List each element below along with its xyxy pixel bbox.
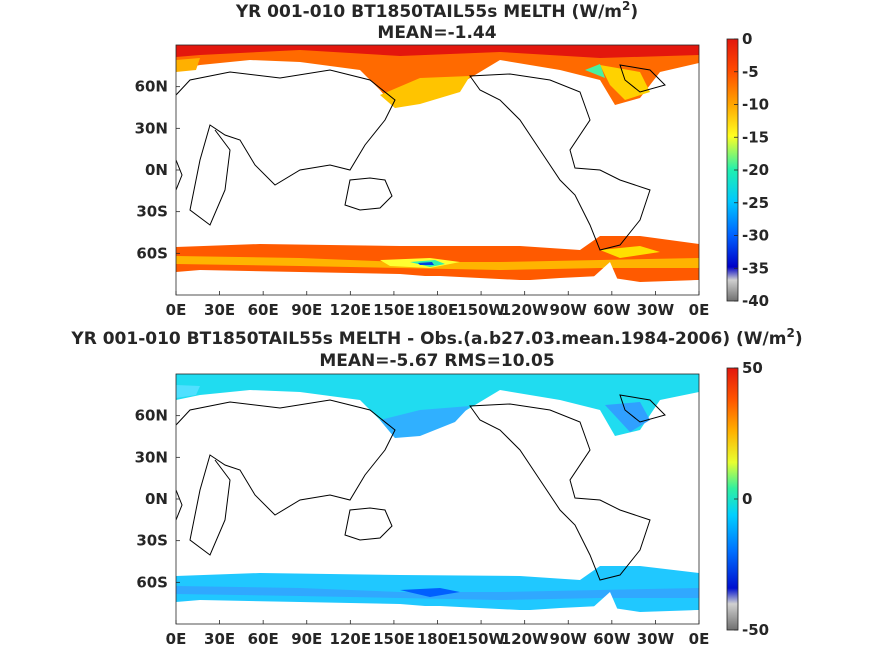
panel-a-colorbar-label: 0 <box>742 30 752 48</box>
panel-b-colorbar-label: 50 <box>742 359 763 377</box>
panel-a-colorbar-label: -5 <box>742 63 759 81</box>
panel-a-xtick-label: 0E <box>166 301 187 319</box>
panel-b-xtick-label: 180E <box>417 630 459 648</box>
panel-b-coastlines <box>176 394 666 581</box>
panel-a-map <box>176 45 699 295</box>
panel-a-xtick-label: 30E <box>204 301 235 319</box>
panel-b-ytick-label: 0N <box>145 490 168 508</box>
panel-a-xtick-label: 0E <box>689 301 710 319</box>
panel-a-ytick-label: 0N <box>145 161 168 179</box>
panel-a-colorbar-label: -30 <box>742 227 769 245</box>
panel-b-xtick-label: 90W <box>550 630 588 648</box>
panel-a-subtitle: MEAN=-1.44 <box>377 23 496 43</box>
panel-b-xtick-label: 120E <box>330 630 372 648</box>
panel-a-colorbar-label: -35 <box>742 259 769 277</box>
panel-a-xtick-label: 180E <box>417 301 459 319</box>
panel-b-xtick-label: 60E <box>248 630 279 648</box>
panel-b-xtick-label: 150W <box>457 630 505 648</box>
panel-b-xtick-label: 60W <box>593 630 631 648</box>
panel-a-ytick-label: 30S <box>136 203 168 221</box>
panel-a-colorbar-ticks: 0 -5 -10 -15 -20 -25 -30 -35 -40 <box>734 30 769 310</box>
panel-b-ytick-label: 30N <box>135 448 168 466</box>
panel-b-arctic-field <box>176 374 699 438</box>
panel-b-xtick-label: 0E <box>166 630 187 648</box>
panel-a-ytick-label: 60N <box>135 78 168 96</box>
panel-b-ytick-label: 30S <box>136 532 168 550</box>
panel-b-xtick-label: 30W <box>637 630 675 648</box>
panel-b-colorbar-label: 0 <box>742 490 752 508</box>
panel-a-colorbar-label: -20 <box>742 161 769 179</box>
panel-b-xtick-label: 90E <box>291 630 322 648</box>
panel-a-arctic-field <box>176 45 699 108</box>
panel-a-colorbar-label: -25 <box>742 194 769 212</box>
panel-a-xtick-label: 120W <box>501 301 549 319</box>
panel-b-xtick-label: 0E <box>689 630 710 648</box>
panel-b-ytick-label: 60N <box>135 407 168 425</box>
panel-a-xtick-label: 90W <box>550 301 588 319</box>
panel-a-colorbar-label: -40 <box>742 292 769 310</box>
panel-a-xtick-label: 90E <box>291 301 322 319</box>
panel-b-colorbar-ticks: 50 0 -50 <box>734 359 769 639</box>
panel-a-xtick-label: 120E <box>330 301 372 319</box>
panel-b-xtick-label: 120W <box>501 630 549 648</box>
panel-a-xtick-label: 60W <box>593 301 631 319</box>
panel-b-map <box>176 374 699 624</box>
panel-a-colorbar-label: -10 <box>742 96 769 114</box>
panel-a-title: YR 001-010 BT1850TAIL55s MELTH (W/m2) <box>235 0 638 22</box>
panel-a-xtick-label: 60E <box>248 301 279 319</box>
panel-b-title: YR 001-010 BT1850TAIL55s MELTH - Obs.(a.… <box>70 326 802 349</box>
panel-b-subtitle: MEAN=-5.67 RMS=10.05 <box>319 351 554 371</box>
panel-b-colorbar-label: -50 <box>742 621 769 639</box>
panel-a-xtick-label: 150E <box>373 301 415 319</box>
panel-a-ytick-label: 30N <box>135 119 168 137</box>
panel-b-ytick-label: 60S <box>136 573 168 591</box>
panel-a-xtick-label: 30W <box>637 301 675 319</box>
panel-a-colorbar-label: -15 <box>742 128 769 146</box>
panel-a-coastlines <box>176 64 666 251</box>
panel-b-xtick-label: 30E <box>204 630 235 648</box>
panel-a-ytick-label: 60S <box>136 244 168 262</box>
panel-b-xtick-label: 150E <box>373 630 415 648</box>
panel-a-xtick-label: 150W <box>457 301 505 319</box>
